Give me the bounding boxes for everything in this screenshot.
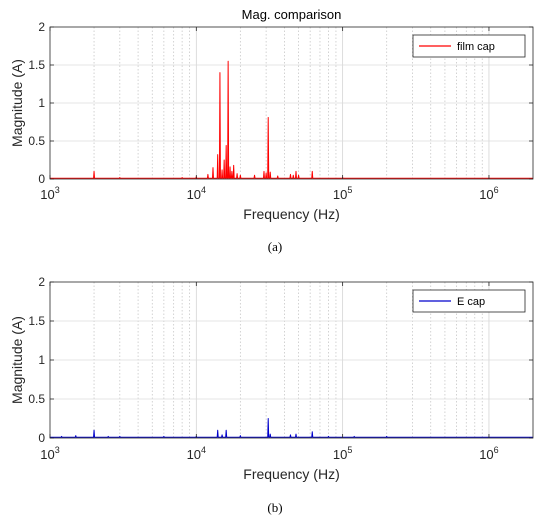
legend: film cap (412, 34, 526, 58)
y-tick-label: 0.5 (28, 134, 45, 148)
x-tick-label-exponent: 5 (347, 445, 352, 455)
x-tick-label: 104 (187, 445, 206, 462)
y-tick-label: 2 (38, 20, 45, 34)
x-tick-label-exponent: 3 (55, 445, 60, 455)
series-line-film-cap (50, 60, 533, 179)
x-tick-label-base: 10 (479, 187, 493, 202)
x-tick-label-base: 10 (40, 187, 54, 202)
x-tick-label: 106 (479, 445, 498, 462)
x-tick-label: 106 (479, 185, 498, 202)
y-tick-label: 1.5 (28, 58, 45, 72)
y-axis-label: Magnitude (A) (9, 316, 25, 404)
x-tick-label-base: 10 (187, 187, 201, 202)
y-tick-label: 2 (38, 275, 45, 289)
x-tick-label-exponent: 4 (201, 445, 206, 455)
x-tick-label-base: 10 (333, 447, 347, 462)
x-tick-label-base: 10 (40, 447, 54, 462)
y-tick-label: 0 (38, 172, 45, 186)
legend: E cap (412, 289, 526, 313)
x-tick-label-exponent: 4 (201, 185, 206, 195)
figure-caption: (a) (268, 239, 282, 254)
x-tick-label: 105 (333, 445, 352, 462)
y-axis-label: Magnitude (A) (9, 59, 25, 147)
legend-box (412, 34, 526, 58)
x-tick-label-base: 10 (187, 447, 201, 462)
x-tick-label: 105 (333, 185, 352, 202)
legend-box (412, 289, 526, 313)
x-tick-label-base: 10 (479, 447, 493, 462)
x-tick-label: 103 (40, 185, 59, 202)
chart-title: Mag. comparison (242, 7, 342, 22)
figure-caption: (b) (267, 500, 282, 515)
legend-label: E cap (457, 296, 485, 308)
x-tick-label-exponent: 3 (55, 185, 60, 195)
x-tick-label-exponent: 6 (494, 185, 499, 195)
y-tick-label: 0 (38, 431, 45, 445)
series-line-e-cap (50, 418, 533, 438)
x-tick-label: 103 (40, 445, 59, 462)
x-axis-label: Frequency (Hz) (243, 206, 339, 222)
x-tick-label: 104 (187, 185, 206, 202)
x-tick-label-exponent: 5 (347, 185, 352, 195)
y-tick-label: 0.5 (28, 392, 45, 406)
x-tick-label-base: 10 (333, 187, 347, 202)
y-tick-label: 1 (38, 96, 45, 110)
x-tick-label-exponent: 6 (494, 445, 499, 455)
y-tick-label: 1.5 (28, 314, 45, 328)
y-tick-label: 1 (38, 353, 45, 367)
x-axis-label: Frequency (Hz) (243, 466, 339, 482)
legend-label: film cap (457, 41, 495, 53)
